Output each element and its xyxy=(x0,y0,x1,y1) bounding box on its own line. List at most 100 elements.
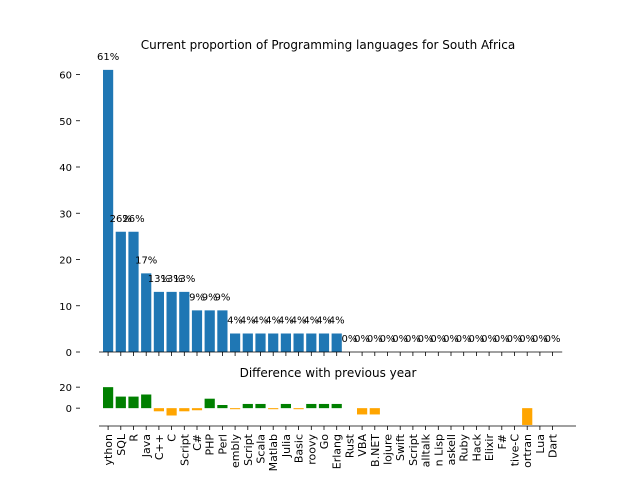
bar xyxy=(331,333,342,352)
data-label: 26% xyxy=(122,214,144,225)
x-tick-label: askell xyxy=(445,434,458,465)
data-label: 61% xyxy=(97,52,119,63)
diff-bar xyxy=(166,408,177,416)
data-label: 0% xyxy=(456,334,472,345)
data-label: 0% xyxy=(341,334,357,345)
x-tick-label: Lua xyxy=(534,434,547,454)
x-tick-label: Julia xyxy=(280,434,293,458)
diff-bar xyxy=(369,408,380,415)
bar xyxy=(293,333,304,352)
data-label: 26% xyxy=(110,214,132,225)
x-tick-label: C++ xyxy=(153,434,166,460)
bar xyxy=(255,333,266,352)
y-tick-label: 30 xyxy=(59,209,72,220)
bar xyxy=(191,310,203,352)
bar xyxy=(280,333,291,352)
data-label: 13% xyxy=(160,274,182,285)
x-tick-label: C# xyxy=(191,434,204,451)
data-label: 4% xyxy=(227,316,243,327)
chart-title: Current proportion of Programming langua… xyxy=(141,38,515,52)
data-label: 0% xyxy=(418,334,434,345)
diff-chart-title: Difference with previous year xyxy=(240,366,417,380)
x-tick-label: Ruby xyxy=(458,434,471,462)
diff-y-tick-label: 20 xyxy=(59,383,72,394)
data-label: 9% xyxy=(202,292,218,303)
data-label: 0% xyxy=(494,334,510,345)
x-tick-label: ortran xyxy=(521,434,534,468)
x-tick-label: lojure xyxy=(382,434,395,465)
diff-bar xyxy=(280,403,291,409)
bar xyxy=(128,231,139,352)
data-label: 4% xyxy=(329,316,345,327)
x-tick-label: PHP xyxy=(204,434,217,456)
x-tick-label: tive-C xyxy=(509,434,522,467)
data-label: 17% xyxy=(135,255,157,266)
y-tick-label: 0 xyxy=(66,348,72,359)
diff-y-tick-label: 0 xyxy=(66,404,72,415)
x-tick-label: Swift xyxy=(394,433,407,461)
y-tick-label: 20 xyxy=(59,256,72,267)
data-label: 9% xyxy=(189,292,205,303)
diff-bar xyxy=(331,403,342,409)
x-tick-label: C xyxy=(166,434,179,442)
x-tick-label: B.NET xyxy=(369,434,382,467)
diff-bar xyxy=(191,408,203,411)
diff-bar xyxy=(318,403,330,409)
bar xyxy=(141,273,152,352)
x-tick-label: F# xyxy=(496,434,509,450)
data-label: 4% xyxy=(278,316,294,327)
data-label: 0% xyxy=(430,334,446,345)
y-tick-label: 40 xyxy=(59,163,72,174)
x-tick-label: Matlab xyxy=(267,434,280,471)
x-tick-label: Dart xyxy=(547,433,560,458)
data-label: 4% xyxy=(291,316,307,327)
x-tick-label: R xyxy=(128,434,141,442)
diff-bar xyxy=(522,408,533,425)
data-label: 0% xyxy=(468,334,484,345)
diff-bar xyxy=(128,396,139,409)
data-label: 4% xyxy=(240,316,256,327)
diff-bar xyxy=(103,387,114,409)
x-tick-label: Go xyxy=(318,434,331,450)
bar xyxy=(268,333,279,352)
x-tick-label: Erlang xyxy=(331,434,344,469)
diff-bar xyxy=(357,408,368,415)
data-label: 4% xyxy=(303,316,319,327)
data-label: 13% xyxy=(173,274,195,285)
data-label: 13% xyxy=(148,274,170,285)
x-tick-label: roovy xyxy=(305,434,318,465)
data-label: 9% xyxy=(214,292,230,303)
y-tick-label: 10 xyxy=(59,302,72,313)
y-tick-label: 50 xyxy=(59,117,72,128)
bar xyxy=(230,333,241,352)
data-label: 0% xyxy=(392,334,408,345)
diff-bar xyxy=(306,403,317,409)
x-tick-label: Hack xyxy=(470,433,483,461)
data-label: 4% xyxy=(316,316,332,327)
x-tick-label: n Lisp xyxy=(432,434,445,466)
diff-bar xyxy=(242,403,253,409)
diff-bar xyxy=(217,405,228,409)
diff-bar xyxy=(179,408,190,412)
data-label: 0% xyxy=(380,334,396,345)
x-tick-label: Java xyxy=(140,434,153,458)
data-label: 0% xyxy=(532,334,548,345)
main-plot: 010203040506061%26%26%17%13%13%13%9%9%9%… xyxy=(59,52,563,359)
data-label: 4% xyxy=(265,316,281,327)
x-tick-labels: ython SQL R Java C++ C Script C# PHP Perl embly Scr… xyxy=(102,426,560,471)
bar xyxy=(318,333,330,352)
bar xyxy=(166,291,177,352)
diff-bar xyxy=(153,408,164,412)
y-tick-label: 60 xyxy=(59,71,72,82)
bar xyxy=(306,333,317,352)
x-tick-label: embly xyxy=(229,434,242,469)
data-label: 4% xyxy=(253,316,269,327)
diff-bar xyxy=(293,408,304,410)
x-tick-label: VBA xyxy=(356,434,369,457)
diff-bar xyxy=(268,408,279,410)
x-tick-label: SQL xyxy=(115,433,128,456)
x-tick-label: Elixir xyxy=(483,434,496,462)
diff-plot: 0 20 xyxy=(59,383,576,427)
data-label: 0% xyxy=(481,334,497,345)
